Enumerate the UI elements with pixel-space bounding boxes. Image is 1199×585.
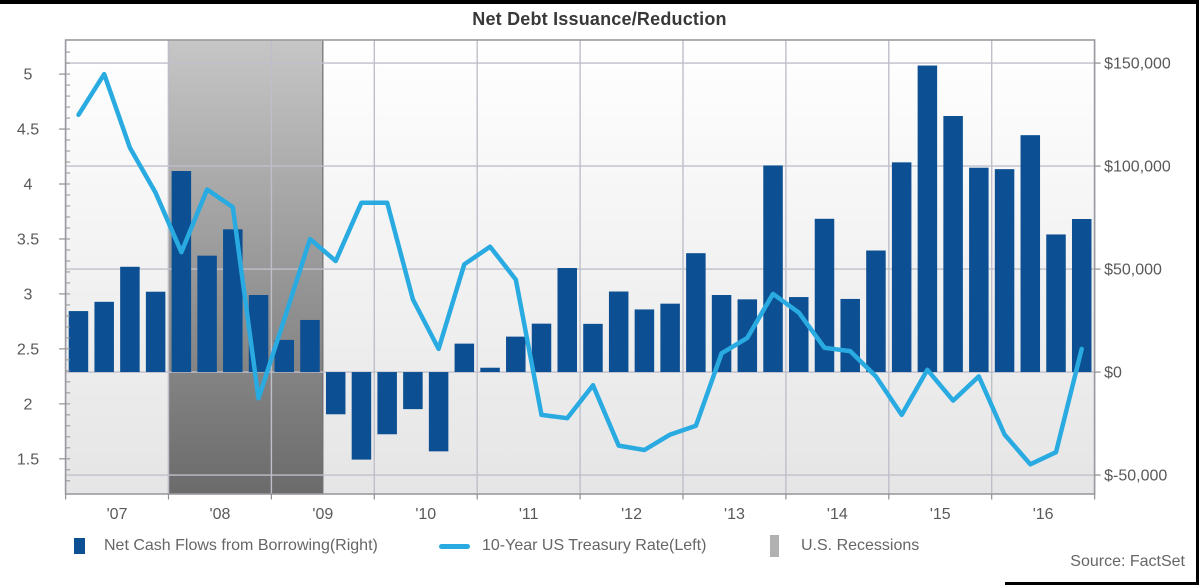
x-axis-year-label: '12 xyxy=(621,506,642,523)
net-cash-flow-bar xyxy=(891,162,912,373)
chart-title: Net Debt Issuance/Reduction xyxy=(472,9,727,29)
window-border-bottom xyxy=(1005,582,1199,585)
net-cash-flow-bar xyxy=(145,291,166,373)
legend-label-net-cash-flows: Net Cash Flows from Borrowing(Right) xyxy=(104,537,378,554)
net-cash-flow-bar xyxy=(223,229,243,373)
x-axis-year-label: '16 xyxy=(1033,506,1054,523)
net-cash-flow-bar xyxy=(197,255,217,373)
net-cash-flow-bar xyxy=(608,291,629,373)
window-border-top xyxy=(0,0,1199,4)
net-cash-flow-bar xyxy=(660,303,680,373)
x-axis-year-label: '11 xyxy=(519,506,539,523)
x-axis-year-label: '14 xyxy=(827,506,848,523)
net-cash-flow-bar xyxy=(171,171,192,373)
band-swatch-icon xyxy=(770,535,779,557)
y-right-tick-label: $100,000 xyxy=(1104,159,1171,176)
y-left-tick-label: 2.5 xyxy=(17,341,39,358)
net-cash-flow-bar xyxy=(94,301,114,373)
net-cash-flow-bar xyxy=(120,266,140,373)
legend-label-recessions: U.S. Recessions xyxy=(801,537,920,554)
net-cash-flow-bar xyxy=(994,169,1015,373)
net-cash-flow-bar xyxy=(506,336,526,373)
treasury-rate-line xyxy=(76,71,1084,467)
y-right-tick-label: $50,000 xyxy=(1104,262,1162,279)
net-cash-flow-bar xyxy=(583,323,603,373)
x-axis-year-label: '07 xyxy=(107,506,128,523)
source-attribution: Source: FactSet xyxy=(1070,553,1185,570)
net-cash-flow-bar xyxy=(943,116,963,373)
net-cash-flow-bar xyxy=(325,372,346,415)
net-cash-flow-bar xyxy=(300,319,320,373)
y-left-tick-label: 2 xyxy=(24,396,33,413)
y-left-tick-label: 4.5 xyxy=(17,122,39,139)
net-cash-flow-bar xyxy=(377,372,397,435)
x-axis-year-label: '13 xyxy=(724,506,745,523)
net-cash-flow-bar xyxy=(557,268,577,373)
y-left-tick-label: 3.5 xyxy=(17,231,39,248)
net-cash-flow-bar xyxy=(866,250,886,373)
y-right-tick-label: $150,000 xyxy=(1104,56,1171,73)
net-cash-flow-bar xyxy=(428,372,449,452)
y-right-tick-label: $-50,000 xyxy=(1104,468,1167,485)
y-right-tick-label: $0 xyxy=(1104,365,1122,382)
y-left-tick-label: 5 xyxy=(24,67,33,84)
legend: Net Cash Flows from Borrowing(Right) 10-… xyxy=(0,533,1199,559)
net-cash-flow-bar xyxy=(969,167,989,373)
net-cash-flow-bar xyxy=(351,372,372,460)
net-cash-flow-bar xyxy=(634,309,655,373)
net-cash-flow-bar xyxy=(68,311,89,373)
net-cash-flow-bar xyxy=(814,218,835,373)
net-cash-flow-bar xyxy=(454,343,475,373)
window-border-right xyxy=(1196,0,1199,585)
net-cash-flow-bar xyxy=(403,372,423,410)
y-left-tick-label: 3 xyxy=(24,286,33,303)
legend-item-recessions: U.S. Recessions xyxy=(770,533,919,559)
legend-label-treasury-rate: 10-Year US Treasury Rate(Left) xyxy=(482,537,707,554)
x-axis-year-label: '15 xyxy=(930,506,951,523)
line-swatch-icon xyxy=(439,543,470,549)
net-cash-flow-bar xyxy=(1046,234,1066,373)
legend-item-treasury-rate: 10-Year US Treasury Rate(Left) xyxy=(439,533,706,559)
net-cash-flow-bar xyxy=(1020,135,1041,373)
x-axis-year-label: '09 xyxy=(312,506,333,523)
net-cash-flow-bar xyxy=(480,367,500,373)
net-cash-flow-bar xyxy=(274,339,295,373)
net-cash-flow-bar xyxy=(531,323,552,373)
x-axis-year-label: '10 xyxy=(415,506,436,523)
net-cash-flow-bar xyxy=(686,253,706,373)
y-left-tick-label: 1.5 xyxy=(17,451,39,468)
y-left-tick-label: 4 xyxy=(24,177,33,194)
net-cash-flow-bar xyxy=(763,165,783,373)
net-cash-flow-bar xyxy=(711,295,732,373)
x-axis-year-label: '08 xyxy=(210,506,231,523)
net-cash-flow-bar xyxy=(1071,219,1092,373)
legend-item-net-cash-flows: Net Cash Flows from Borrowing(Right) xyxy=(74,533,378,559)
net-cash-flow-bar xyxy=(917,65,938,373)
bar-swatch-icon xyxy=(74,538,85,554)
recession-band xyxy=(168,40,323,494)
net-cash-flow-bar xyxy=(840,298,860,373)
